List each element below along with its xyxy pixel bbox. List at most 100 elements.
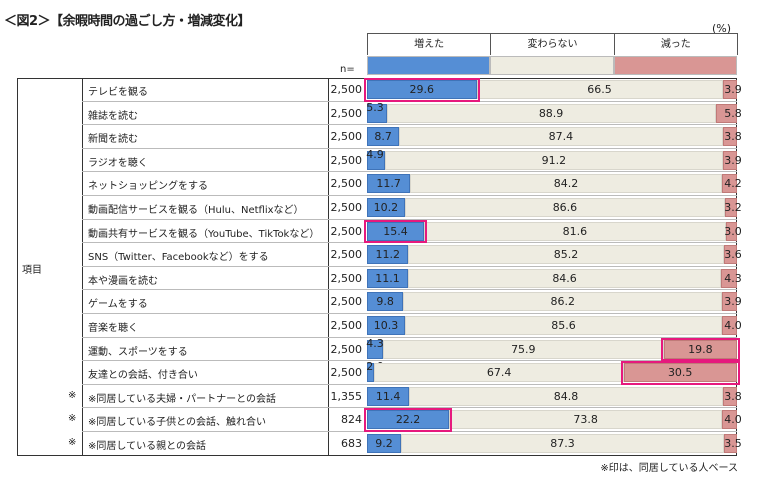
unit-label: (%) xyxy=(712,22,732,35)
n-value: 2,500 xyxy=(330,271,363,285)
table-row xyxy=(82,290,737,314)
data-label: 3.9 xyxy=(724,153,742,167)
data-label: 15.4 xyxy=(383,224,408,238)
bar-segment xyxy=(367,268,409,288)
bar-segment xyxy=(403,292,723,312)
bar-segment xyxy=(374,363,624,383)
n-value: 1,355 xyxy=(330,389,363,403)
data-label: 84.6 xyxy=(552,271,577,285)
bar-segment xyxy=(367,316,406,335)
n-value: 2,500 xyxy=(330,366,363,380)
n-value: 2,500 xyxy=(330,153,363,167)
table-row xyxy=(82,385,737,409)
data-label: 11.2 xyxy=(375,248,400,262)
bar-segment xyxy=(367,103,387,123)
category-label: 動画共有サービスを観る（YouTube、TikTokなど） xyxy=(88,228,320,240)
bar-segment xyxy=(367,221,424,241)
note-mark: ※ xyxy=(68,389,77,401)
data-label: 29.6 xyxy=(409,83,435,96)
category-label: ※同居している子供との会話、触れ合い xyxy=(88,417,266,429)
bar-segment xyxy=(367,198,405,217)
n-value: 2,500 xyxy=(330,319,363,332)
bar-segment xyxy=(623,363,737,383)
bar-segment xyxy=(722,410,737,430)
data-label: 11.7 xyxy=(376,177,401,191)
bar-segment xyxy=(367,386,410,406)
bar-segment xyxy=(423,221,726,241)
bar-segment xyxy=(722,386,737,406)
table-row xyxy=(82,149,737,173)
table-row xyxy=(82,102,737,126)
data-label: 3.6 xyxy=(724,248,742,262)
data-label: 10.2 xyxy=(373,201,399,214)
highlight-box xyxy=(660,337,740,362)
data-label: 85.2 xyxy=(553,248,579,262)
category-label: ラジオを聴く xyxy=(88,157,148,169)
data-label: 66.5 xyxy=(587,83,612,96)
n-value: 2,500 xyxy=(330,177,363,191)
category-label: ゲームをする xyxy=(88,299,148,311)
data-label: 10.3 xyxy=(373,319,399,332)
bar-segment xyxy=(401,434,725,453)
data-label: 88.9 xyxy=(538,106,564,120)
data-label: 22.2 xyxy=(395,413,421,427)
n-label: n= xyxy=(340,64,355,75)
data-label: 30.5 xyxy=(667,366,693,380)
category-label: 本や漫画を読む xyxy=(88,275,158,287)
bar-segment xyxy=(382,339,664,359)
data-label: 3.0 xyxy=(724,224,742,238)
n-value: 2,500 xyxy=(330,130,363,144)
legend-swatch xyxy=(613,56,737,75)
category-label: 友達との会話、付き合い xyxy=(88,370,198,382)
highlight-box xyxy=(620,361,740,385)
highlight-box xyxy=(364,78,480,102)
bar-segment xyxy=(410,174,722,194)
bar-segment xyxy=(367,292,404,312)
bar-segment xyxy=(367,80,477,99)
category-label: SNS（Twitter、Facebookなど）をする xyxy=(88,252,269,264)
bar-segment xyxy=(408,268,722,288)
bar-segment xyxy=(663,339,737,359)
data-label: 91.2 xyxy=(541,153,567,167)
category-label: 運動、スポーツをする xyxy=(88,346,188,358)
category-label: ネットショッピングをする xyxy=(88,181,208,193)
bar-segment xyxy=(722,127,737,147)
data-label: 87.4 xyxy=(548,130,574,144)
data-label: 4.9 xyxy=(366,147,384,161)
bar-segment xyxy=(721,174,738,194)
table-row xyxy=(82,314,737,338)
category-label: 音楽を聴く xyxy=(88,323,138,334)
data-label: 4.0 xyxy=(724,413,742,427)
bar-segment xyxy=(409,386,723,406)
data-label: 85.6 xyxy=(551,319,576,332)
chart-title: ＜図2＞【余暇時間の過ごし方・増減変化】 xyxy=(4,14,251,29)
n-value: 2,500 xyxy=(330,295,363,309)
bar-segment xyxy=(385,150,723,170)
bar-segment xyxy=(722,150,737,170)
highlight-box xyxy=(364,408,453,432)
table-row xyxy=(82,361,737,385)
table-row xyxy=(82,172,737,196)
data-label: 9.8 xyxy=(376,295,394,309)
category-label: テレビを観る xyxy=(88,87,148,98)
data-label: 11.1 xyxy=(375,271,400,285)
data-label: 73.8 xyxy=(573,413,598,427)
n-value: 683 xyxy=(341,437,362,450)
bar-segment xyxy=(367,127,400,147)
bar-segment xyxy=(449,410,723,430)
bar-segment xyxy=(367,150,386,170)
bar-segment xyxy=(721,316,737,335)
bar-segment xyxy=(367,174,411,194)
data-label: 4.3 xyxy=(724,271,742,285)
data-label: 4.3 xyxy=(366,336,384,350)
data-label: 84.8 xyxy=(553,389,579,403)
bar-segment xyxy=(399,127,723,147)
bar-segment xyxy=(386,103,716,123)
bar-segment xyxy=(725,221,737,241)
n-value: 2,500 xyxy=(330,342,363,356)
highlight-box xyxy=(364,219,427,244)
data-label: 3.8 xyxy=(724,130,742,144)
data-label: 19.8 xyxy=(688,342,713,356)
row-group-label: 項目 xyxy=(22,265,42,276)
table-row xyxy=(82,125,737,149)
